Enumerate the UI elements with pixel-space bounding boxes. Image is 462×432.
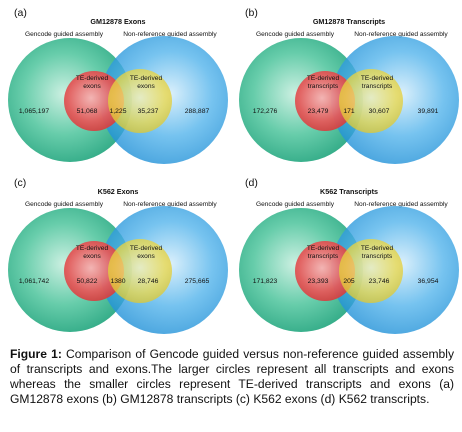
venn-panel-3: (c) K562 Exons Gencode guided assembly Non-… (8, 177, 228, 334)
panel-title: GM12878 Exons (90, 17, 145, 26)
te-gencode-circle (64, 71, 124, 131)
te-nonref-circle (108, 69, 172, 133)
venn-panel-2: (b) GM12878 Transcripts Gencode guided ass… (239, 7, 459, 164)
te-right-label-line1: TE-derived (361, 75, 394, 82)
value-right-only: 288,887 (185, 108, 210, 115)
value-te-left-only: 50,822 (77, 278, 98, 285)
value-te-left-only: 23,479 (308, 108, 329, 115)
panel-title: K562 Transcripts (320, 187, 378, 196)
te-left-label-line2: transcripts (308, 83, 339, 90)
panel-letter: (a) (14, 7, 27, 19)
te-right-label-line2: transcripts (362, 83, 393, 90)
te-right-label-line2: transcripts (362, 253, 393, 260)
figure-caption: Figure 1: Comparison of Gencode guided v… (10, 347, 454, 407)
panel-letter: (c) (14, 177, 26, 189)
te-left-label-line2: exons (83, 83, 101, 90)
te-left-label-line1: TE-derived (307, 245, 340, 252)
te-right-label-line1: TE-derived (361, 245, 394, 252)
te-gencode-circle (295, 71, 355, 131)
value-te-right-only: 23,746 (369, 278, 390, 285)
te-left-label-line1: TE-derived (76, 245, 109, 252)
te-right-label-line1: TE-derived (130, 245, 163, 252)
panel-title: K562 Exons (98, 187, 139, 196)
te-left-label-line1: TE-derived (307, 75, 340, 82)
right-set-label: Non-reference guided assembly (354, 31, 448, 38)
left-set-label: Gencode guided assembly (25, 201, 104, 208)
value-right-only: 36,954 (418, 278, 439, 285)
panel-letter: (b) (245, 7, 258, 19)
venn-figure: (a) GM12878 Exons Gencode guided assembly N… (8, 7, 459, 334)
right-set-label: Non-reference guided assembly (354, 201, 448, 208)
value-te-intersection: 205 (343, 278, 355, 285)
te-left-label-line2: exons (83, 253, 101, 260)
value-right-only: 39,891 (418, 108, 439, 115)
left-set-label: Gencode guided assembly (256, 31, 335, 38)
caption-text: Comparison of Gencode guided versus non-… (10, 347, 454, 406)
right-set-label: Non-reference guided assembly (123, 201, 217, 208)
te-gencode-circle (295, 241, 355, 301)
value-te-left-only: 51,068 (77, 108, 98, 115)
te-left-label-line1: TE-derived (76, 75, 109, 82)
value-left-only: 172,276 (253, 108, 278, 115)
te-right-label-line2: exons (137, 253, 155, 260)
panel-letter: (d) (245, 177, 258, 189)
left-set-label: Gencode guided assembly (256, 201, 335, 208)
venn-panel-4: (d) K562 Transcripts Gencode guided assemb… (239, 177, 459, 334)
te-gencode-circle (64, 241, 124, 301)
value-te-right-only: 28,746 (138, 278, 159, 285)
value-te-right-only: 30,607 (369, 108, 390, 115)
value-te-right-only: 35,237 (138, 108, 159, 115)
value-left-only: 1,065,197 (19, 108, 49, 115)
te-right-label-line2: exons (137, 83, 155, 90)
value-right-only: 275,665 (185, 278, 210, 285)
te-nonref-circle (339, 239, 403, 303)
right-set-label: Non-reference guided assembly (123, 31, 217, 38)
value-te-intersection: 171 (343, 108, 355, 115)
te-nonref-circle (108, 239, 172, 303)
te-left-label-line2: transcripts (308, 253, 339, 260)
value-te-intersection: 1380 (110, 278, 125, 285)
venn-panel-1: (a) GM12878 Exons Gencode guided assembly N… (8, 7, 228, 164)
te-nonref-circle (339, 69, 403, 133)
value-left-only: 171,823 (253, 278, 278, 285)
value-te-intersection: 1,225 (109, 108, 126, 115)
te-right-label-line1: TE-derived (130, 75, 163, 82)
value-left-only: 1,061,742 (19, 278, 49, 285)
caption-label: Figure 1: (10, 347, 62, 361)
value-te-left-only: 23,393 (308, 278, 329, 285)
left-set-label: Gencode guided assembly (25, 31, 104, 38)
panel-title: GM12878 Transcripts (313, 17, 385, 26)
